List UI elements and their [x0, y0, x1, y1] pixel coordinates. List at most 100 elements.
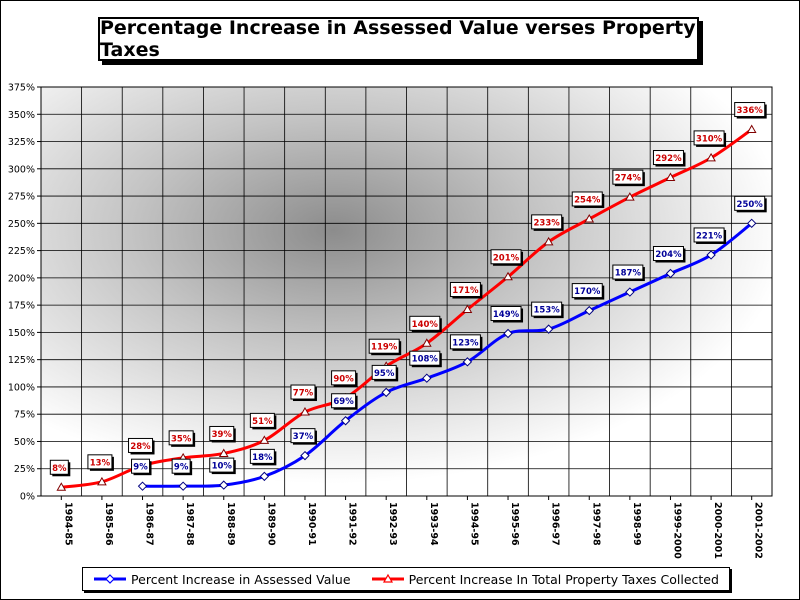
chart-title: Percentage Increase in Assessed Value ve… — [100, 17, 696, 61]
x-tick-label: 1993-94 — [428, 502, 439, 546]
data-label-taxes: 119% — [371, 343, 398, 353]
data-label-taxes: 13% — [90, 458, 111, 468]
data-label-box — [652, 246, 684, 262]
y-tick-label: 350% — [8, 110, 35, 121]
point-assessed — [584, 305, 594, 316]
data-label-taxes: 8% — [52, 464, 67, 474]
data-label-taxes: 233% — [534, 218, 561, 228]
data-label-taxes: 35% — [171, 434, 192, 444]
x-tick-label: 1999-2000 — [671, 502, 682, 559]
data-label-box — [128, 437, 154, 453]
data-label-box — [449, 281, 481, 297]
data-label-box — [331, 370, 357, 386]
point-assessed — [259, 471, 270, 482]
data-label-box — [290, 384, 316, 400]
point-taxes — [746, 124, 757, 134]
data-label-assessed: 123% — [452, 338, 479, 348]
point-taxes — [665, 172, 676, 182]
data-label-box — [571, 191, 603, 207]
point-assessed — [219, 480, 229, 490]
data-label-box — [490, 305, 522, 321]
x-tick-label: 1991-92 — [347, 502, 358, 546]
point-taxes — [218, 448, 229, 457]
legend-swatch-diamond-icon — [94, 574, 127, 584]
x-axis: 1984-85 1985-86 1986-87 1987-88 1988-89 1989-… — [60, 496, 764, 559]
data-label-box — [409, 350, 441, 366]
data-label-assessed: 187% — [615, 269, 642, 279]
point-assessed — [340, 416, 351, 426]
point-assessed — [746, 218, 757, 229]
x-tick-label: 1996-97 — [550, 502, 561, 546]
data-label-taxes: 39% — [212, 430, 233, 440]
data-label-box — [734, 195, 766, 211]
y-tick-label: 0% — [20, 492, 35, 503]
x-tick-label: 1998-99 — [631, 502, 642, 546]
data-label-taxes: 336% — [737, 106, 764, 116]
data-label-assessed: 18% — [252, 453, 273, 463]
series-line-assessed — [142, 222, 753, 488]
data-label-box — [371, 364, 397, 380]
point-taxes — [584, 213, 595, 223]
data-label-assessed: 9% — [133, 463, 148, 473]
point-assessed — [706, 250, 716, 260]
data-label-taxes: 171% — [452, 286, 479, 296]
data-label-box — [209, 425, 235, 441]
data-label-assessed: 10% — [212, 462, 233, 472]
data-label-box — [612, 264, 644, 280]
data-label-box — [409, 315, 441, 331]
y-axis: 0% 25% 50% 75% 100% 125% 150% 175% 200% 225% 250% 2… — [8, 83, 41, 503]
y-tick-label: 50% — [14, 437, 35, 448]
point-taxes — [56, 482, 67, 491]
point-assessed — [462, 357, 473, 367]
legend-item-taxes: Percent Increase In Total Property Taxes… — [371, 572, 719, 587]
data-label-assessed: 204% — [655, 250, 682, 260]
point-taxes — [421, 338, 432, 347]
point-assessed — [381, 387, 391, 398]
x-tick-label: 1989-90 — [265, 502, 276, 546]
x-tick-label: 1988-89 — [225, 502, 236, 546]
point-taxes — [259, 435, 270, 444]
data-label-box — [249, 412, 275, 428]
data-label-taxes: 274% — [615, 174, 642, 184]
data-label-box — [209, 457, 235, 473]
point-taxes — [300, 407, 310, 416]
data-labels: 9% 9% 10% 18% 37% 69% 95% 108% 123% 149% 153% 170% 1… — [49, 102, 767, 477]
data-label-assessed: 95% — [374, 369, 395, 379]
point-taxes — [624, 192, 635, 201]
y-tick-label: 125% — [8, 355, 35, 366]
chart-title-box: Percentage Increase in Assessed Value ve… — [98, 17, 699, 61]
data-label-assessed: 9% — [174, 463, 189, 473]
y-tick-label: 275% — [8, 192, 35, 203]
y-tick-label: 375% — [8, 83, 35, 94]
gridlines — [40, 86, 773, 497]
legend-label-taxes: Percent Increase In Total Property Taxes… — [408, 571, 719, 587]
data-label-assessed: 250% — [737, 200, 764, 210]
data-label-assessed: 170% — [574, 287, 601, 297]
legend-item-assessed: Percent Increase in Assessed Value — [93, 572, 351, 587]
legend: Percent Increase in Assessed Value Perce… — [82, 567, 730, 591]
x-tick-label: 1986-87 — [144, 502, 155, 546]
data-label-box — [331, 393, 357, 409]
data-label-taxes: 28% — [130, 442, 151, 452]
x-tick-label: 1994-95 — [468, 502, 479, 546]
data-label-box — [131, 458, 151, 474]
data-label-box — [612, 169, 644, 185]
data-label-box — [290, 428, 316, 444]
point-assessed — [543, 324, 554, 334]
data-label-box — [693, 227, 725, 243]
data-label-box — [368, 338, 400, 354]
data-label-assessed: 69% — [333, 397, 354, 407]
data-label-box — [531, 214, 563, 230]
y-tick-label: 25% — [14, 464, 35, 475]
data-label-box — [652, 150, 684, 166]
point-assessed — [665, 268, 676, 279]
data-label-taxes: 90% — [333, 374, 354, 384]
legend-swatch-triangle-icon — [371, 573, 404, 583]
data-label-box — [571, 283, 603, 299]
data-label-box — [734, 102, 766, 118]
data-label-taxes: 310% — [696, 134, 723, 144]
x-tick-label: 1992-93 — [387, 502, 398, 546]
y-tick-label: 325% — [8, 137, 35, 148]
data-label-taxes: 201% — [493, 253, 520, 263]
x-tick-label: 2001-2002 — [753, 502, 764, 559]
